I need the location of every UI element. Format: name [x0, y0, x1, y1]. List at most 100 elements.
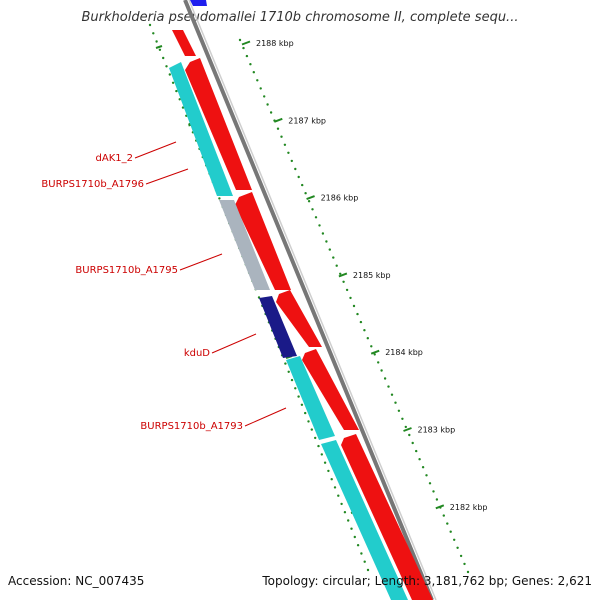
gene-label-leader	[134, 141, 177, 159]
top-feature-fragment[interactable]	[190, 0, 207, 6]
major-tick	[403, 427, 412, 432]
accession-label: Accession: NC_007435	[8, 574, 145, 588]
forward-feature-5[interactable]	[302, 349, 359, 430]
minor-tick	[459, 554, 463, 558]
sequence-backbone-highlight	[188, 0, 437, 600]
inner-minor-tick	[162, 56, 165, 60]
gene-label[interactable]: kduD	[184, 348, 210, 359]
minor-tick	[466, 570, 470, 574]
genome-summary: Topology: circular; Length: 3,181,762 bp…	[262, 574, 592, 588]
minor-tick	[304, 192, 307, 195]
inner-minor-tick	[343, 511, 347, 514]
minor-tick	[280, 135, 283, 138]
tick-label: 2182 kbp	[450, 503, 488, 512]
reverse-feature-1[interactable]	[169, 62, 233, 196]
minor-tick	[456, 546, 459, 549]
minor-tick	[342, 280, 345, 283]
outer-tick-ring: 2188 kbp 2187 kbp 2186 kbp 2185 kbp 2184 kbp…	[238, 38, 488, 574]
inner-minor-tick	[314, 436, 317, 440]
minor-tick	[311, 208, 314, 211]
minor-tick	[415, 449, 418, 453]
inner-minor-tick	[353, 535, 356, 539]
minor-tick	[256, 79, 259, 82]
forward-feature-4[interactable]	[276, 290, 322, 347]
inner-minor-tick	[178, 98, 181, 101]
inner-minor-tick	[330, 478, 333, 481]
gene-label[interactable]: dAK1_2	[96, 153, 133, 164]
minor-tick	[404, 425, 407, 429]
inner-minor-tick	[307, 420, 310, 423]
inner-minor-tick	[317, 444, 320, 448]
inner-minor-tick	[340, 502, 343, 506]
kduD-feature[interactable]	[259, 296, 297, 358]
inner-minor-tick	[356, 544, 360, 547]
minor-tick	[401, 417, 404, 420]
minor-tick	[242, 46, 245, 50]
inner-minor-tick	[333, 486, 337, 489]
inner-minor-tick	[323, 461, 327, 464]
minor-tick	[428, 482, 432, 485]
forward-feature-2[interactable]	[185, 58, 252, 190]
minor-tick	[345, 288, 349, 292]
inner-minor-tick	[287, 370, 290, 373]
inner-minor-tick	[155, 40, 158, 43]
minor-tick	[370, 345, 373, 348]
gene-label[interactable]: BURPS1710b_A1793	[140, 421, 243, 432]
minor-tick	[349, 296, 352, 300]
minor-tick	[408, 433, 411, 437]
minor-tick	[421, 466, 425, 469]
minor-tick	[332, 256, 335, 259]
reverse-feature-3[interactable]	[321, 440, 408, 600]
minor-tick	[449, 530, 452, 533]
major-tick	[241, 40, 251, 46]
tick-label: 2184 kbp	[385, 348, 423, 357]
forward-feature-3[interactable]	[235, 192, 291, 290]
inner-minor-tick	[175, 89, 178, 93]
inner-minor-tick	[218, 197, 221, 200]
minor-tick	[453, 538, 456, 541]
inner-minor-tick	[171, 81, 175, 85]
forward-feature-6[interactable]	[341, 434, 433, 600]
minor-tick	[238, 38, 242, 42]
gene-label-leader	[244, 407, 287, 427]
inner-minor-tick	[290, 378, 294, 382]
major-tick	[435, 504, 445, 510]
inner-minor-tick	[165, 65, 168, 68]
gene-label[interactable]: BURPS1710b_A1795	[75, 265, 178, 276]
minor-tick	[259, 87, 262, 90]
minor-tick	[287, 151, 290, 154]
minor-tick	[314, 216, 318, 219]
minor-tick	[269, 111, 273, 114]
minor-tick	[394, 401, 397, 404]
pseudo-feature-1[interactable]	[219, 200, 270, 290]
inner-minor-tick	[294, 387, 297, 390]
gene-label-leader	[145, 168, 189, 185]
minor-tick	[283, 143, 287, 146]
tick-label: 2183 kbp	[418, 426, 456, 435]
minor-tick	[266, 103, 269, 106]
minor-tick	[276, 127, 280, 130]
minor-tick	[325, 240, 328, 243]
minor-tick	[380, 369, 383, 372]
minor-tick	[432, 490, 435, 493]
minor-tick	[245, 54, 249, 58]
sequence-backbone	[183, 0, 434, 600]
tick-label: 2185 kbp	[353, 271, 391, 280]
minor-tick	[425, 474, 428, 477]
minor-tick	[328, 248, 331, 251]
inner-minor-tick	[148, 23, 152, 27]
minor-tick	[307, 200, 311, 203]
gene-label-layer: dAK1_2 BURPS1710b_A1796 BURPS1710b_A1795kd…	[41, 141, 287, 432]
minor-tick	[297, 175, 300, 179]
reverse-feature-2[interactable]	[286, 356, 335, 440]
minor-tick	[377, 361, 380, 364]
tick-label: 2186 kbp	[321, 194, 359, 203]
inner-minor-tick	[310, 428, 313, 431]
gene-label[interactable]: BURPS1710b_A1796	[41, 179, 144, 190]
forward-feature-1[interactable]	[172, 30, 196, 56]
minor-tick	[397, 409, 401, 412]
inner-minor-tick	[360, 552, 363, 555]
minor-tick	[418, 458, 421, 461]
minor-tick	[390, 393, 394, 396]
